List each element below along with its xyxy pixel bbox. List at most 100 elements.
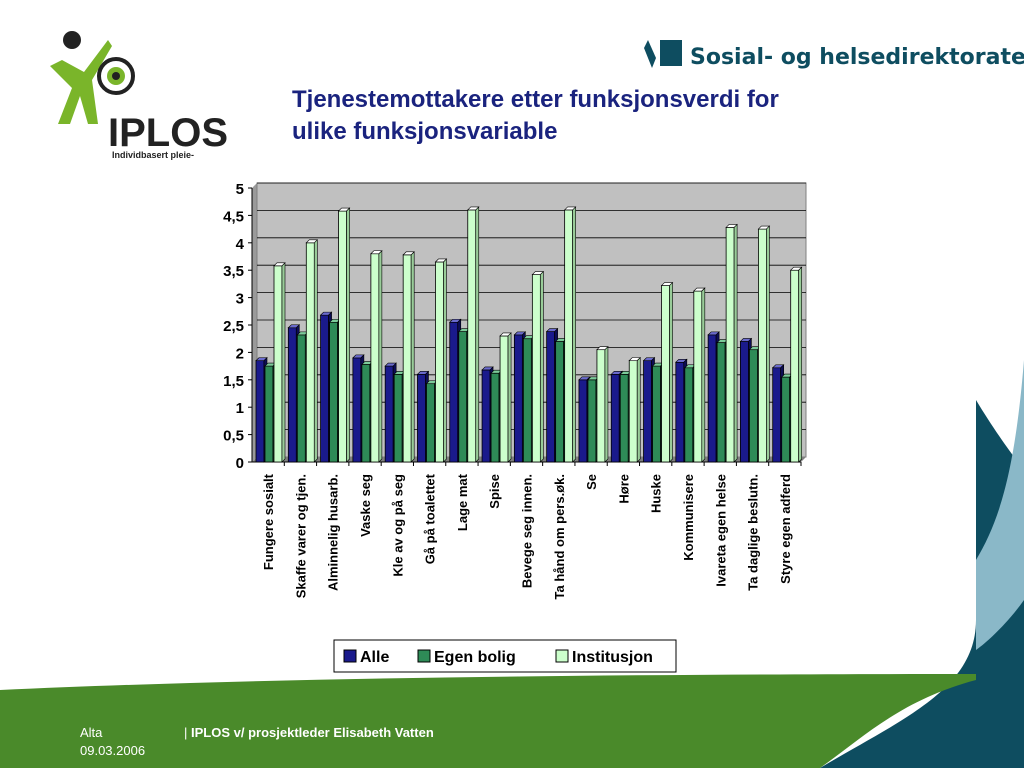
legend-label: Alle	[360, 649, 389, 666]
bar-institusjon	[758, 228, 767, 463]
x-tick-label: Ivareta egen helse	[713, 474, 728, 587]
bar-egen-bolig	[361, 364, 371, 463]
bar-alle	[352, 357, 362, 463]
bar-side	[604, 345, 609, 463]
slide-title: Tjenestemottakere etter funksjonsverdi f…	[292, 84, 932, 148]
bar-side	[378, 250, 383, 463]
bar-alle	[578, 379, 588, 463]
bar-institusjon	[531, 274, 541, 463]
x-tick-label: Fungere sosialt	[261, 473, 276, 570]
bar-alle	[740, 341, 749, 463]
lightblue-wave-decoration	[976, 360, 1024, 650]
bar-egen-bolig	[781, 376, 791, 463]
bar-egen-bolig	[684, 367, 694, 463]
bar-egen-bolig	[619, 373, 629, 463]
bar-side	[507, 332, 512, 463]
bar-side	[346, 207, 350, 463]
bar-institusjon	[467, 209, 477, 463]
footer-presenter-block: | IPLOS v/ prosjektleder Elisabeth Vatte…	[184, 724, 434, 742]
bar-alle	[707, 334, 717, 463]
bar-alle	[320, 314, 329, 463]
bar-alle	[287, 327, 297, 463]
green-footer-band	[0, 674, 976, 768]
x-tick-label: Vaske seg	[358, 474, 373, 537]
bar-institusjon	[370, 253, 380, 463]
x-tick-label: Bevege seg innen.	[520, 474, 535, 588]
bar-egen-bolig	[749, 349, 758, 463]
x-tick-label: Ta daglige beslutn.	[746, 474, 761, 591]
bar-side	[669, 281, 673, 463]
y-tick-label: 1	[236, 400, 244, 417]
x-tick-label: Se	[584, 474, 599, 490]
bar-chart: 0 0,5 1 1,5 2 2,5 3 3,5 4 4,5 5 Fungere sosialt Skaf…	[223, 181, 807, 673]
x-tick-label: Alminnelig husarb.	[326, 474, 341, 591]
x-tick-label: Styre egen adferd	[778, 474, 793, 584]
logo-text: IPLOS	[108, 111, 228, 155]
bar-institusjon	[628, 360, 638, 463]
y-tick-label: 2	[236, 345, 244, 362]
legend-swatch	[417, 649, 431, 663]
bar-egen-bolig	[522, 338, 532, 463]
footer-separator: |	[184, 725, 188, 740]
bar-institusjon	[693, 290, 703, 463]
bar-egen-bolig	[329, 321, 338, 463]
bar-institusjon	[402, 254, 412, 463]
bar-institusjon	[725, 227, 735, 463]
directorate-logo-icon	[660, 40, 682, 66]
bar-institusjon	[338, 210, 347, 463]
legend-label: Institusjon	[572, 649, 653, 666]
y-tick-label: 0,5	[223, 428, 244, 445]
bar-institusjon	[273, 265, 283, 463]
bar-egen-bolig	[490, 372, 500, 463]
bar-alle	[643, 360, 652, 463]
bar-side	[475, 206, 480, 463]
figure-icon	[50, 40, 112, 124]
bar-institusjon	[564, 209, 574, 463]
y-tick-label: 2,5	[223, 318, 244, 335]
bar-egen-bolig	[426, 383, 435, 463]
x-tick-label: Kle av og på seg	[390, 474, 405, 577]
y-tick-label: 4	[236, 236, 245, 253]
bar-side	[443, 258, 447, 463]
footer-meta: Alta 09.03.2006	[80, 724, 145, 760]
footer-date: 09.03.2006	[80, 743, 146, 758]
legend-swatch	[555, 649, 569, 663]
bar-side	[701, 287, 706, 463]
bar-alle	[513, 334, 523, 463]
iplos-logo: IPLOS Individbasert pleie-	[50, 31, 228, 160]
legend-label: Egen bolig	[434, 649, 516, 666]
y-tick-label: 1,5	[223, 373, 244, 390]
legend-swatch	[343, 649, 357, 663]
bar-side	[281, 262, 286, 463]
bar-side	[636, 356, 641, 463]
y-tick-label: 5	[236, 181, 244, 198]
y-tick-label: 3,5	[223, 263, 244, 280]
bar-institusjon	[596, 349, 606, 463]
bar-institusjon	[790, 269, 800, 463]
footer-presenter: IPLOS v/ prosjektleder Elisabeth Vatten	[191, 725, 434, 740]
bar-alle	[255, 360, 265, 463]
bar-alle	[384, 365, 394, 463]
x-tick-label: Gå på toalettet	[423, 473, 438, 564]
bar-side	[572, 206, 576, 463]
bar-side	[313, 239, 318, 463]
y-tick-label: 3	[236, 291, 244, 308]
bar-alle	[481, 369, 491, 463]
figure-head-icon	[63, 31, 81, 49]
bar-side	[540, 270, 544, 463]
bar-alle	[449, 321, 459, 463]
bar-egen-bolig	[458, 331, 468, 463]
footer-place: Alta	[80, 725, 103, 740]
bar-side	[798, 266, 803, 463]
title-line-2: ulike funksjonsvariable	[292, 118, 558, 145]
logo-tagline: Individbasert pleie-	[112, 150, 194, 160]
directorate-brand: Sosial- og helsedirektoratet	[644, 40, 1024, 70]
bar-alle	[610, 373, 620, 463]
bar-egen-bolig	[716, 342, 726, 463]
x-tick-label: Lage mat	[455, 473, 470, 531]
bar-side	[733, 223, 738, 463]
bar-egen-bolig	[393, 373, 403, 463]
x-tick-label: Huske	[649, 474, 664, 513]
bar-egen-bolig	[264, 365, 274, 463]
